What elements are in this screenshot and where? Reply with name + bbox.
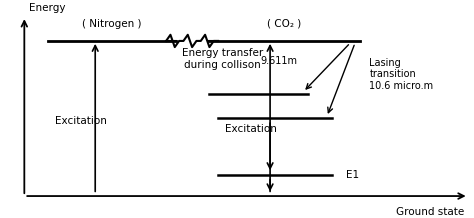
Text: ( CO₂ ): ( CO₂ ): [267, 19, 301, 29]
Text: ( Nitrogen ): ( Nitrogen ): [82, 19, 142, 29]
Text: Excitation: Excitation: [225, 124, 277, 134]
Text: E1: E1: [346, 170, 359, 180]
Text: Lasing
transition
10.6 micro.m: Lasing transition 10.6 micro.m: [369, 58, 433, 91]
Text: Ground state: Ground state: [396, 207, 464, 217]
Text: Energy: Energy: [29, 3, 65, 13]
Text: Energy transfer
during collison: Energy transfer during collison: [182, 48, 264, 70]
Text: Excitation: Excitation: [55, 116, 107, 126]
Text: 9.611m: 9.611m: [261, 56, 298, 66]
